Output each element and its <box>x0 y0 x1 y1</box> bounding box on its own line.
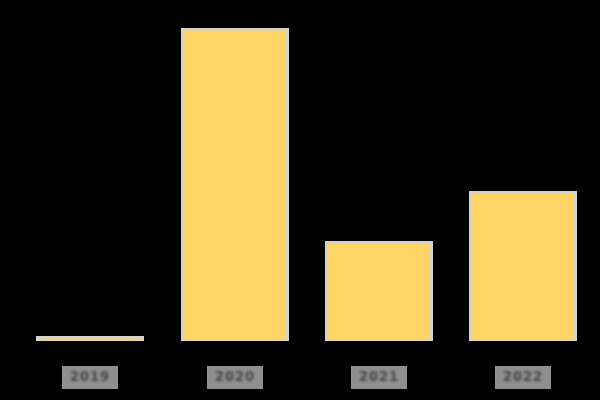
x-tick-label-2019: 2019 <box>62 366 118 389</box>
x-tick-label-2022: 2022 <box>495 366 551 389</box>
x-tick-text: 2019 <box>69 370 111 385</box>
x-tick-label-2020: 2020 <box>207 366 263 389</box>
x-tick-label-2021: 2021 <box>351 366 407 389</box>
bar-2019 <box>36 336 144 341</box>
x-tick-text: 2022 <box>502 370 544 385</box>
x-tick-text: 2020 <box>214 370 256 385</box>
bar-2022 <box>469 191 577 341</box>
x-tick-text: 2021 <box>358 370 400 385</box>
bar-2021 <box>325 241 433 341</box>
bar-2020 <box>181 28 289 341</box>
